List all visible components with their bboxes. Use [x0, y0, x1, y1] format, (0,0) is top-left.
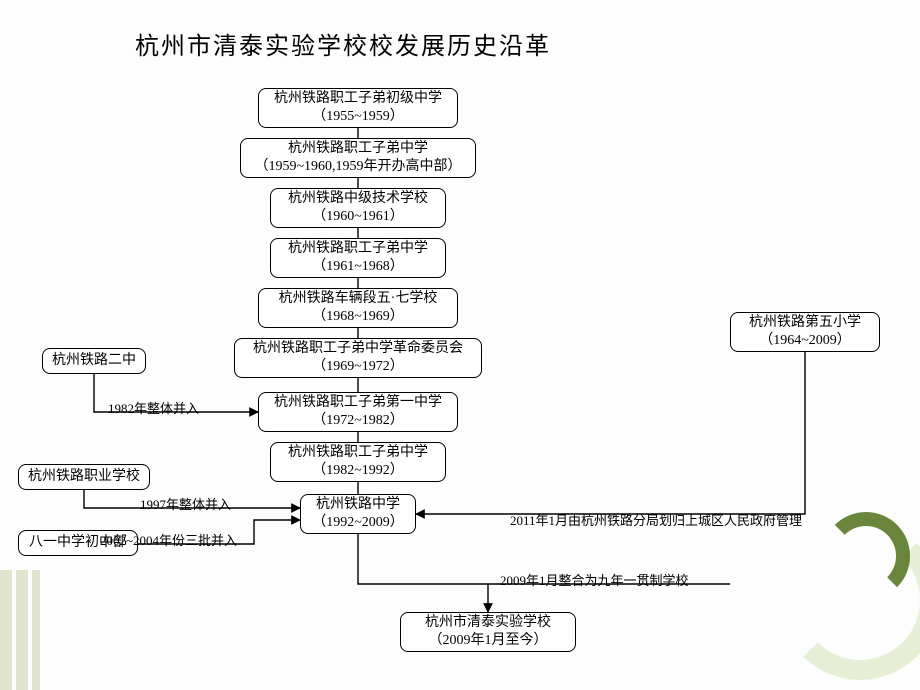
- node-line1: 杭州铁路职工子弟中学: [288, 240, 428, 258]
- decoration-left: [0, 570, 40, 690]
- edge-label: 1982年整体并入: [108, 398, 199, 417]
- node-n10: 杭州市清泰实验学校（2009年1月至今）: [400, 612, 576, 652]
- node-line2: （1959~1960,1959年开办高中部）: [254, 158, 461, 176]
- node-line1: 杭州铁路职工子弟中学: [288, 444, 428, 462]
- node-line1: 杭州铁路职工子弟中学: [288, 140, 428, 158]
- node-n2: 杭州铁路职工子弟中学（1959~1960,1959年开办高中部）: [240, 138, 476, 178]
- edge-label: 2009年1月整合为九年一贯制学校: [500, 570, 689, 589]
- node-line2: （1955~1959）: [312, 108, 404, 126]
- node-n6: 杭州铁路职工子弟中学革命委员会（1969~1972）: [234, 338, 482, 378]
- node-n9: 杭州铁路中学（1992~2009）: [300, 494, 416, 534]
- node-s1: 杭州铁路二中: [42, 348, 146, 374]
- node-line1: 杭州铁路第五小学: [749, 314, 861, 332]
- node-s2: 杭州铁路职业学校: [18, 464, 150, 490]
- node-line2: （1961~1968）: [312, 258, 404, 276]
- node-line1: 杭州市清泰实验学校: [425, 614, 551, 632]
- decoration-right: [810, 500, 920, 690]
- node-line2: （2009年1月至今）: [429, 632, 548, 650]
- node-line1: 杭州铁路职业学校: [28, 468, 140, 486]
- node-line1: 杭州铁路中学: [316, 496, 400, 514]
- edge-label: 1997年整体并入: [140, 494, 231, 513]
- node-s4: 杭州铁路第五小学（1964~2009）: [730, 312, 880, 352]
- node-line1: 杭州铁路中级技术学校: [288, 190, 428, 208]
- page-title: 杭州市清泰实验学校校发展历史沿革: [135, 26, 551, 61]
- diagram-page: { "title":{"text":"杭州市清泰实验学校校发展历史沿革","x"…: [0, 0, 920, 690]
- edge-label: 2011年1月由杭州铁路分局划归上城区人民政府管理: [510, 510, 802, 529]
- node-n4: 杭州铁路职工子弟中学（1961~1968）: [270, 238, 446, 278]
- node-n8: 杭州铁路职工子弟中学（1982~1992）: [270, 442, 446, 482]
- node-n5: 杭州铁路车辆段五·七学校（1968~1969）: [258, 288, 458, 328]
- edge-label: 2002~2004年份三批并入: [100, 530, 237, 549]
- node-line2: （1982~1992）: [312, 462, 404, 480]
- node-line2: （1968~1969）: [312, 308, 404, 326]
- node-line2: （1964~2009）: [759, 332, 851, 350]
- node-line1: 杭州铁路职工子弟中学革命委员会: [253, 340, 463, 358]
- node-line2: （1969~1972）: [312, 358, 404, 376]
- node-n1: 杭州铁路职工子弟初级中学（1955~1959）: [258, 88, 458, 128]
- node-line1: 杭州铁路车辆段五·七学校: [279, 290, 438, 308]
- node-line1: 杭州铁路二中: [52, 352, 136, 370]
- node-line1: 杭州铁路职工子弟第一中学: [274, 394, 442, 412]
- node-line2: （1992~2009）: [312, 514, 404, 532]
- node-line1: 杭州铁路职工子弟初级中学: [274, 90, 442, 108]
- node-n7: 杭州铁路职工子弟第一中学（1972~1982）: [258, 392, 458, 432]
- node-n3: 杭州铁路中级技术学校（1960~1961）: [270, 188, 446, 228]
- node-line2: （1972~1982）: [312, 412, 404, 430]
- node-line2: （1960~1961）: [312, 208, 404, 226]
